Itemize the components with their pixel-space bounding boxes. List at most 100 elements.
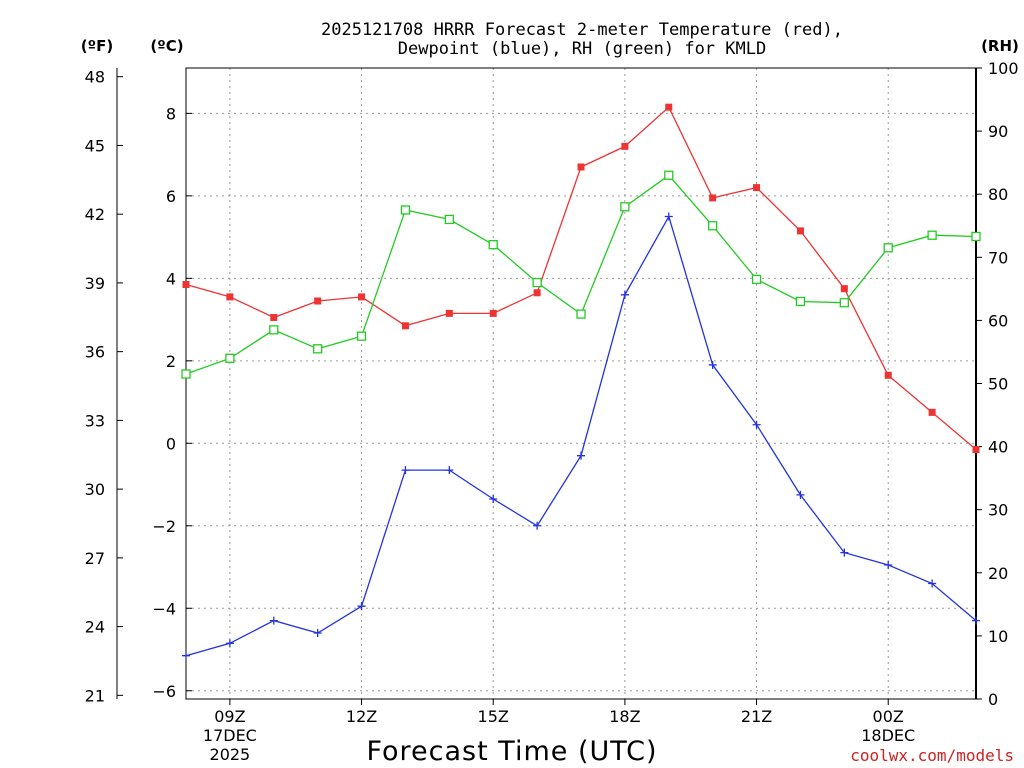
- dewpoint-point: [401, 466, 410, 475]
- temperature-point: [401, 322, 409, 330]
- dewpoint-point: [884, 560, 893, 569]
- fahrenheit-tick-label: 42: [85, 205, 105, 224]
- data-series: [181, 103, 981, 660]
- temperature-point: [533, 289, 541, 297]
- rh-point: [576, 309, 586, 319]
- dewpoint-point: [708, 360, 717, 369]
- rh-point: [181, 369, 191, 379]
- rh-point: [708, 221, 718, 231]
- fahrenheit-unit-label: (ºF): [81, 37, 113, 55]
- dewpoint-line: [185, 214, 977, 657]
- fahrenheit-tick-label: 33: [85, 411, 105, 430]
- x-tick-label: 18Z: [609, 707, 640, 726]
- rh-point: [927, 230, 937, 240]
- temperature-point: [358, 293, 366, 301]
- dewpoint-point: [620, 290, 629, 299]
- fahrenheit-tick-label: 48: [85, 68, 105, 87]
- temperature-point: [753, 184, 761, 192]
- dewpoint-point: [928, 579, 937, 588]
- rh-tick-label: 100: [988, 59, 1019, 78]
- rh-point: [971, 231, 981, 242]
- fahrenheit-tick-label: 27: [85, 549, 105, 568]
- celsius-tick-label: 4: [166, 269, 176, 288]
- fahrenheit-tick-label: 45: [85, 136, 105, 155]
- rh-point: [400, 205, 411, 215]
- dewpoint-point: [269, 616, 278, 625]
- rh-point: [751, 274, 762, 285]
- x-axis-label: Forecast Time (UTC): [366, 736, 657, 767]
- dewpoint-point: [664, 212, 673, 221]
- dewpoint-point: [752, 420, 761, 429]
- rh-unit-label: (RH): [981, 37, 1019, 55]
- temperature-point: [621, 142, 629, 150]
- dewpoint-point: [796, 490, 805, 499]
- celsius-tick-label: −6: [152, 682, 176, 701]
- fahrenheit-tick-label: 39: [85, 274, 105, 293]
- rh-point: [444, 214, 454, 225]
- celsius-tick-label: 6: [166, 187, 176, 206]
- x-tick-label: 00Z: [873, 707, 904, 726]
- celsius-tick-label: 2: [166, 352, 176, 371]
- x-tick-label: 2025: [210, 745, 251, 764]
- temperature-point: [840, 285, 848, 293]
- chart-title-line-2: Dewpoint (blue), RH (green) for KMLD: [398, 39, 766, 59]
- x-tick-label: 21Z: [741, 707, 772, 726]
- rh-point: [795, 296, 806, 307]
- rh-line: [185, 174, 977, 375]
- credit-label: coolwx.com/models: [850, 746, 1014, 765]
- celsius-tick-label: −4: [152, 599, 176, 618]
- x-tick-label: 15Z: [478, 707, 509, 726]
- celsius-tick-label: 0: [166, 434, 176, 453]
- rh-point: [839, 298, 849, 308]
- rh-tick-label: 90: [988, 122, 1008, 141]
- rh-tick-label: 60: [988, 311, 1008, 330]
- rh-point: [269, 325, 279, 335]
- rh-point: [225, 353, 235, 363]
- dewpoint-point: [840, 548, 849, 557]
- temperature-point: [577, 163, 585, 171]
- temperature-point: [445, 309, 453, 317]
- temperature-point: [928, 408, 936, 416]
- rh-point: [664, 170, 674, 180]
- plot-frame: [185, 67, 977, 700]
- rh-point: [356, 331, 367, 341]
- dewpoint-point: [182, 651, 190, 660]
- rh-tick-label: 0: [988, 690, 998, 709]
- rh-tick-label: 10: [988, 627, 1008, 646]
- temperature-point: [489, 309, 497, 317]
- rh-point: [488, 240, 498, 250]
- temperature-point: [665, 103, 673, 111]
- axes: [116, 67, 977, 700]
- x-tick-label: 09Z: [214, 707, 245, 726]
- x-tick-label: 18DEC: [861, 726, 915, 745]
- celsius-tick-label: −2: [152, 517, 176, 536]
- temperature-point: [314, 297, 322, 305]
- x-tick-label: 12Z: [346, 707, 377, 726]
- x-tick-label: 17DEC: [203, 726, 257, 745]
- temperature-point: [972, 445, 980, 453]
- rh-point: [313, 344, 323, 354]
- rh-point: [620, 202, 630, 212]
- dewpoint-point: [972, 616, 980, 625]
- temperature-point: [226, 293, 234, 301]
- temperature-point: [884, 371, 892, 379]
- dewpoint-point: [533, 521, 542, 530]
- rh-point: [883, 243, 893, 253]
- fahrenheit-tick-label: 21: [85, 686, 105, 705]
- dewpoint-point: [225, 639, 234, 648]
- chart-title-line-1: 2025121708 HRRR Forecast 2-meter Tempera…: [321, 20, 843, 40]
- temperature-point: [182, 281, 190, 289]
- dewpoint-point: [357, 602, 366, 611]
- celsius-tick-label: 8: [166, 104, 176, 123]
- dewpoint-point: [445, 466, 454, 475]
- rh-tick-label: 70: [988, 248, 1008, 267]
- temperature-point: [270, 314, 278, 322]
- fahrenheit-tick-label: 30: [85, 480, 105, 499]
- rh-tick-label: 40: [988, 438, 1008, 457]
- dewpoint-point: [489, 494, 498, 503]
- fahrenheit-tick-label: 36: [85, 343, 105, 362]
- celsius-unit-label: (ºC): [150, 37, 183, 55]
- rh-tick-label: 80: [988, 185, 1008, 204]
